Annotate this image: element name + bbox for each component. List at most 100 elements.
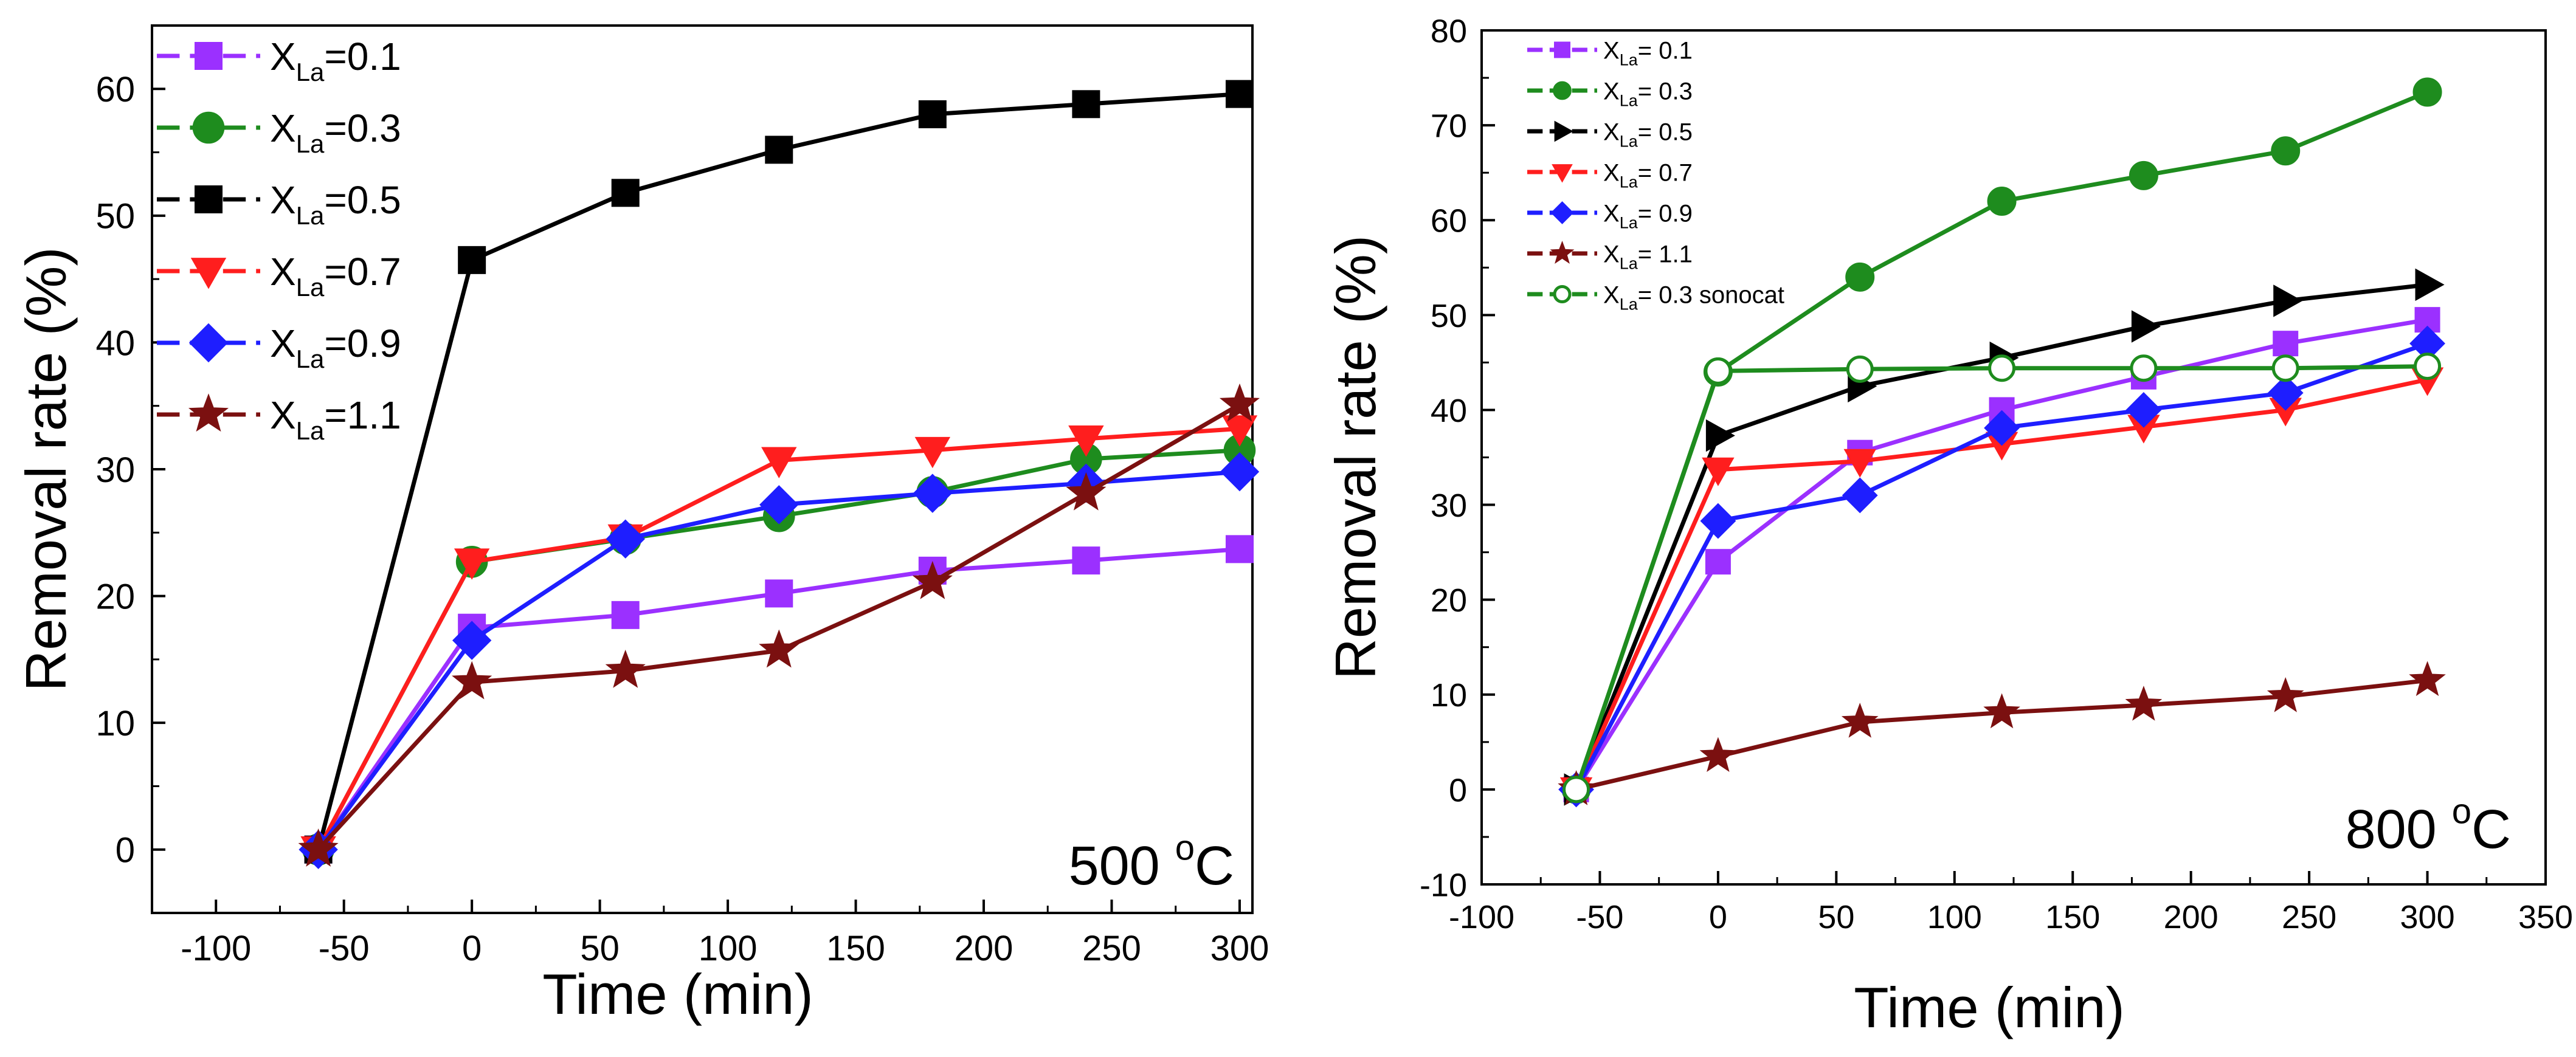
legend-entry: XLa=0.3 <box>157 106 401 158</box>
data-point <box>1987 187 2017 216</box>
x-tick-label: -100 <box>181 929 251 968</box>
data-point <box>2125 392 2162 428</box>
data-point <box>1700 503 1736 539</box>
x-tick-label: 200 <box>955 929 1013 968</box>
x-tick-label: 250 <box>1082 929 1141 968</box>
legend-entry: XLa= 0.5 <box>1527 119 1693 151</box>
x-axis-label: Time (min) <box>1854 976 2125 1039</box>
legend-marker <box>190 258 227 289</box>
legend-label: XLa= 0.1 <box>1603 37 1693 69</box>
data-point <box>1220 452 1260 492</box>
series-x-la-0-3-sonocat <box>1563 353 2442 804</box>
data-point <box>914 436 951 469</box>
data-point <box>2125 686 2163 721</box>
x-tick-label: 300 <box>2400 899 2455 935</box>
data-point <box>1699 737 1737 773</box>
x-axis-label: Time (min) <box>542 962 813 1026</box>
x-tick-label: 50 <box>580 929 620 968</box>
data-point <box>452 621 492 660</box>
data-point <box>606 519 645 559</box>
y-tick-label: 60 <box>95 70 135 109</box>
legend-marker <box>1550 241 1575 264</box>
legend-entry: XLa=0.9 <box>157 322 401 373</box>
panel-label: 800 oC <box>2346 792 2511 861</box>
data-point <box>2415 268 2445 301</box>
data-point <box>1846 355 1874 383</box>
x-tick-label: -50 <box>1576 899 1623 935</box>
data-point <box>1225 80 1254 108</box>
data-point <box>2267 677 2304 712</box>
data-point <box>765 136 793 164</box>
y-tick-label: 20 <box>95 577 135 616</box>
legend-marker <box>192 111 225 144</box>
data-point <box>2130 354 2158 382</box>
data-point <box>605 649 646 688</box>
legend-label: XLa=0.7 <box>270 250 401 301</box>
series-x-la-0-9 <box>299 452 1260 869</box>
series-x-la-1-1 <box>1558 661 2446 805</box>
data-point <box>1705 549 1731 575</box>
y-axis-label: Removal rate (%) <box>14 247 78 691</box>
data-point <box>1702 457 1735 486</box>
y-tick-label: 10 <box>95 704 135 743</box>
data-point <box>1988 354 2016 382</box>
y-tick-label: 30 <box>95 450 135 490</box>
series-x-la-0-1 <box>304 535 1254 864</box>
legend-label: XLa= 0.9 <box>1603 200 1693 232</box>
legend-label: XLa= 0.5 <box>1603 119 1693 150</box>
data-point <box>1072 546 1100 575</box>
y-tick-label: 0 <box>1449 772 1467 808</box>
legend-entry: XLa=0.1 <box>157 35 401 86</box>
legend-marker <box>1554 41 1570 58</box>
x-tick-label: 150 <box>2045 899 2100 935</box>
x-tick-label: -100 <box>1449 899 1514 935</box>
data-point <box>1842 477 1878 514</box>
y-tick-label: 10 <box>1431 677 1467 714</box>
x-tick-label: 200 <box>2164 899 2219 935</box>
x-tick-label: 0 <box>462 929 482 968</box>
data-point <box>1845 262 1875 292</box>
y-tick-label: 30 <box>1431 487 1467 524</box>
data-point <box>2271 136 2301 166</box>
y-tick-label: -10 <box>1420 867 1467 903</box>
y-tick-label: 40 <box>1431 393 1467 429</box>
panel-label: 500 oC <box>1069 828 1234 897</box>
legend-label: XLa=1.1 <box>270 393 401 445</box>
data-point <box>1563 776 1590 804</box>
x-tick-label: 300 <box>1210 929 1269 968</box>
data-point <box>611 179 640 207</box>
legend-marker <box>188 323 229 363</box>
data-point <box>765 579 793 608</box>
legend-label: XLa= 0.3 sonocat <box>1603 281 1784 313</box>
legend-entry: XLa=0.7 <box>157 250 401 301</box>
plot-frame <box>1480 29 2547 886</box>
chart-500c: -100 -50 0 50 100 150 200 250 300 0 10 20 30 40 50 60 Ti… <box>14 24 1269 1026</box>
legend-entry: XLa= 0.3 <box>1527 78 1693 110</box>
legend-marker <box>195 42 223 70</box>
data-point <box>2271 354 2299 382</box>
legend-label: XLa= 0.7 <box>1603 159 1693 191</box>
x-tick-label: 350 <box>2518 899 2573 935</box>
legend-entry: XLa= 0.1 <box>1527 37 1693 69</box>
data-point <box>1219 383 1260 422</box>
x-tick-label: 100 <box>699 929 758 968</box>
legend-marker <box>1554 120 1573 142</box>
y-tick-label: 50 <box>1431 298 1467 334</box>
data-point <box>611 601 640 629</box>
data-point <box>1843 449 1876 478</box>
data-point <box>2409 661 2446 697</box>
legend: XLa= 0.1 XLa= 0.3 XLa= 0.5 XLa= 0.7 XLa= 0.9… <box>1527 37 1784 314</box>
legend-entry: XLa=0.5 <box>157 178 401 230</box>
data-point <box>759 485 799 525</box>
data-point <box>458 246 486 274</box>
data-point <box>2414 353 2442 380</box>
legend-marker <box>188 393 229 432</box>
data-point <box>298 828 339 867</box>
legend-marker <box>1553 81 1572 100</box>
data-point <box>918 100 947 128</box>
legend: XLa=0.1 XLa=0.3 XLa=0.5 XLa=0.7 XLa=0.9 XLa=1… <box>157 35 401 445</box>
data-point <box>452 661 492 700</box>
legend-marker <box>1553 285 1572 303</box>
data-point <box>1221 415 1258 447</box>
legend-entry: XLa=1.1 <box>157 393 401 445</box>
